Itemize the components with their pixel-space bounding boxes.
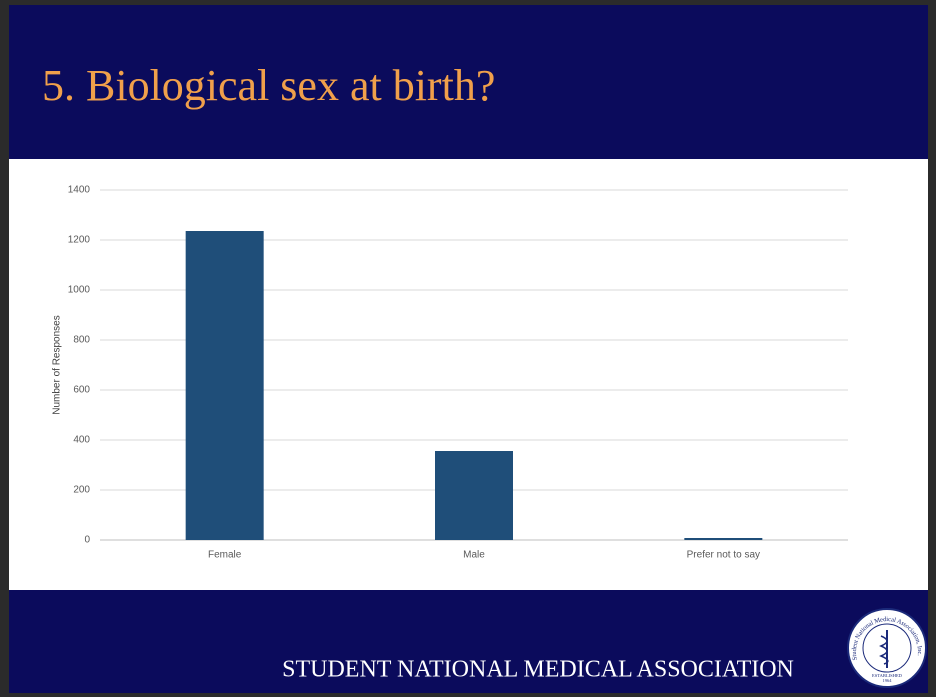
footer-text: STUDENT NATIONAL MEDICAL ASSOCIATION <box>282 657 794 683</box>
x-tick-label: Male <box>463 550 485 561</box>
logo-serpent <box>879 635 889 665</box>
y-tick-label: 1000 <box>68 285 91 296</box>
bar <box>185 231 264 540</box>
x-tick-label: Prefer not to say <box>687 550 760 561</box>
x-tick-label: Female <box>208 550 242 561</box>
logo-inner <box>862 623 912 673</box>
y-tick-label: 200 <box>73 485 90 496</box>
slide-title: 5. Biological sex at birth? <box>42 61 495 110</box>
y-tick-label: 1400 <box>68 185 91 196</box>
y-tick-label: 800 <box>73 335 90 346</box>
bar <box>684 538 763 540</box>
y-tick-label: 600 <box>73 385 90 396</box>
y-axis-label: Number of Responses <box>52 315 63 415</box>
header-band <box>9 5 928 159</box>
y-tick-label: 400 <box>73 435 90 446</box>
y-tick-label: 0 <box>84 535 90 546</box>
footer-band <box>9 590 928 693</box>
bar <box>435 451 513 540</box>
logo: Student National Medical Association, In… <box>847 608 927 688</box>
plot: 0 200 400 600 800 1000 1200 1400 Female Male Prefe… <box>68 185 848 561</box>
logo-established: ESTABLISHED <box>872 673 903 678</box>
logo-year: 1964 <box>883 678 893 683</box>
y-tick-label: 1200 <box>68 235 91 246</box>
